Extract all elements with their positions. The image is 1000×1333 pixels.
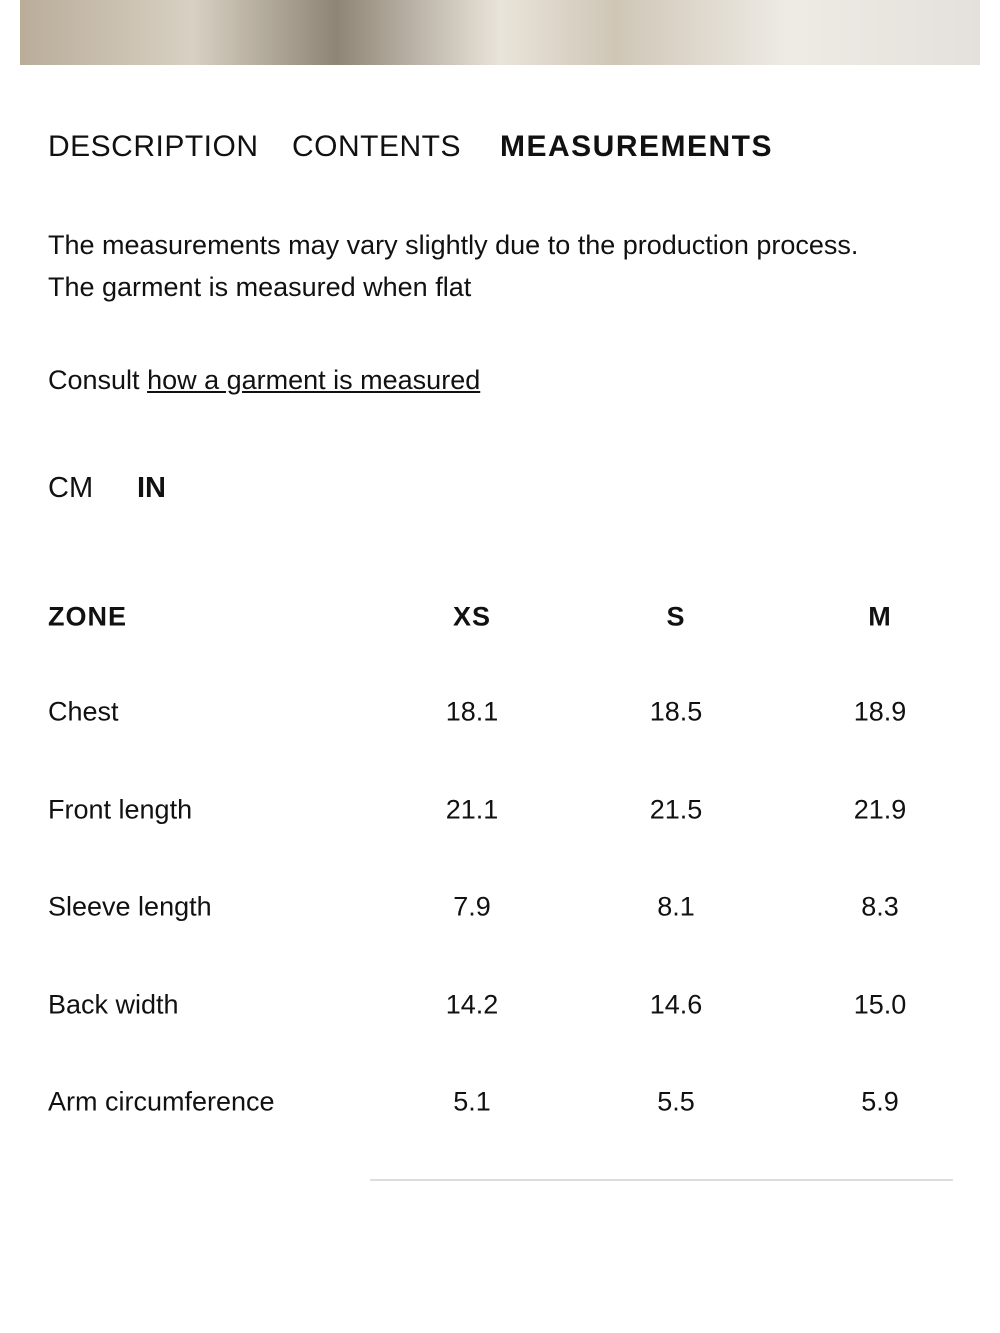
consult-line: Consult how a garment is measured [48, 365, 480, 396]
measurement-value: 5.5 [657, 1086, 695, 1117]
zone-label: Arm circumference [48, 1086, 275, 1117]
unit-toggle[interactable]: IN [137, 472, 166, 504]
measurement-value: 18.9 [853, 696, 907, 727]
product-photo [20, 0, 980, 65]
description-line: The garment is measured when flat [48, 272, 472, 302]
measurement-value: 21.5 [649, 794, 703, 824]
consult-link[interactable]: how a garment is measured [147, 365, 481, 395]
zone-label: Front length [48, 794, 193, 824]
table-header: S [666, 601, 686, 632]
zone-label: Chest [48, 696, 119, 727]
tab[interactable]: DESCRIPTION [48, 130, 259, 163]
measurement-value: 18.1 [445, 696, 499, 727]
table-header: XS [452, 601, 492, 632]
consult-text: Consult [48, 365, 148, 395]
tab[interactable]: CONTENTS [292, 130, 461, 163]
zone-label: Sleeve length [48, 891, 212, 922]
measurement-value: 15.0 [853, 989, 907, 1019]
zone-label: Back width [48, 989, 179, 1019]
measurement-value: 7.9 [453, 891, 491, 922]
table-header: ZONE [48, 601, 128, 632]
tab[interactable]: MEASUREMENTS [500, 130, 774, 163]
divider [370, 1179, 953, 1181]
measurement-value: 8.1 [657, 891, 695, 922]
description-line: The measurements may vary slightly due t… [48, 230, 859, 260]
measurement-value: 18.5 [649, 696, 703, 727]
unit-toggle[interactable]: CM [48, 472, 94, 504]
table-header: M [868, 601, 892, 632]
measurement-value: 21.9 [853, 794, 907, 824]
measurement-value: 21.1 [445, 794, 499, 824]
measurement-value: 5.9 [861, 1086, 899, 1117]
measurement-value: 14.2 [445, 989, 499, 1019]
measurement-value: 14.6 [649, 989, 703, 1019]
measurement-value: 5.1 [453, 1086, 491, 1117]
measurement-value: 8.3 [861, 891, 899, 922]
